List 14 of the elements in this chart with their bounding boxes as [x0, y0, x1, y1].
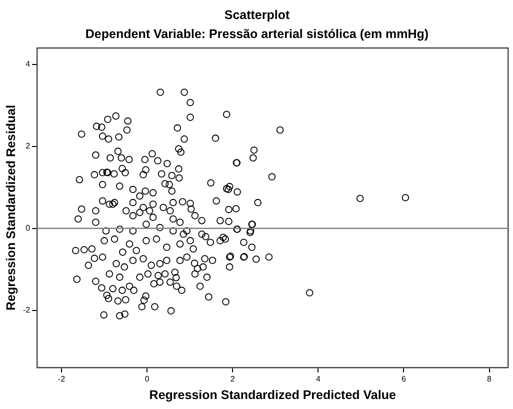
- x-tick-label: 6: [401, 374, 406, 384]
- chart-title: Scatterplot: [224, 8, 290, 22]
- y-axis-title: Regression Standardized Residual: [4, 104, 18, 311]
- x-tick-label: 2: [230, 374, 236, 384]
- y-tick-label: -2: [22, 306, 31, 315]
- x-axis-title: Regression Standardized Predicted Value: [149, 388, 396, 402]
- y-tick-label: 2: [26, 142, 31, 151]
- y-tick-label: 0: [26, 224, 31, 233]
- x-tick-label: -2: [58, 374, 66, 384]
- x-tick-label: 8: [487, 374, 492, 384]
- y-tick-label: 4: [26, 60, 31, 69]
- x-tick-label: 4: [316, 374, 321, 384]
- x-tick-label: 0: [144, 374, 150, 384]
- chart-subtitle: Dependent Variable: Pressão arterial sistólica (em mmHg): [85, 26, 429, 41]
